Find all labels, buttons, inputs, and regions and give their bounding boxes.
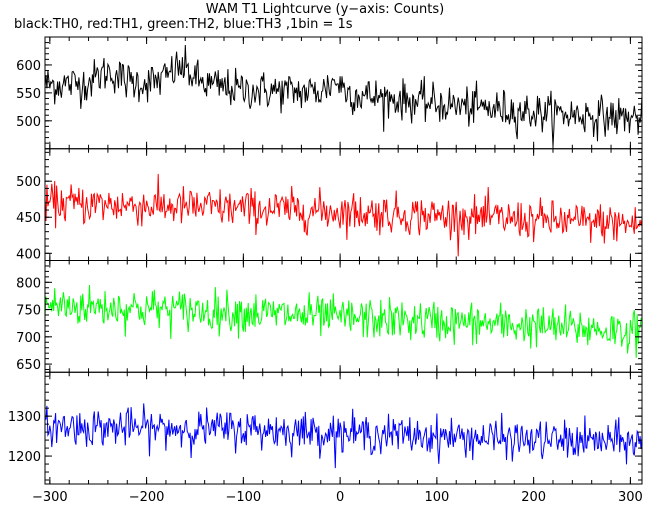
- x-tick-label: −100: [225, 490, 261, 505]
- y-tick-label: 550: [16, 87, 41, 102]
- panel-th3: 1200 1300: [8, 371, 643, 485]
- x-tick-label: 0: [336, 490, 344, 505]
- y-tick-label: 500: [16, 115, 41, 130]
- panel-th2: 650 700 750 800: [16, 260, 643, 373]
- series-line-th3: [45, 403, 642, 469]
- x-tick-label: 300: [618, 490, 643, 505]
- x-tick-label: −200: [129, 490, 165, 505]
- chart-title: WAM T1 Lightcurve (y−axis: Counts): [205, 2, 445, 17]
- y-tick-label: 700: [16, 331, 41, 346]
- series-line-th2: [45, 284, 642, 358]
- series-line-th1: [45, 173, 642, 257]
- x-tick-label: 200: [521, 490, 546, 505]
- x-tick-label: −300: [32, 490, 68, 505]
- y-tick-label: 500: [16, 175, 41, 190]
- panel-frame: [44, 371, 643, 485]
- chart-subtitle: black:TH0, red:TH1, green:TH2, blue:TH3 …: [14, 17, 353, 32]
- y-tick-label: 1300: [8, 410, 41, 425]
- panel-th0: 500 550 600: [16, 36, 643, 150]
- y-tick-label: 600: [16, 59, 41, 74]
- y-tick-label: 800: [16, 276, 41, 291]
- y-tick-label: 650: [16, 358, 41, 373]
- y-tick-label: 1200: [8, 450, 41, 465]
- panel-th1: 400 450 500: [16, 148, 643, 262]
- x-tick-label: 100: [424, 490, 449, 505]
- y-tick-label: 450: [16, 211, 41, 226]
- y-tick-label: 750: [16, 304, 41, 319]
- y-tick-label: 400: [16, 247, 41, 262]
- series-line-th0: [45, 44, 642, 147]
